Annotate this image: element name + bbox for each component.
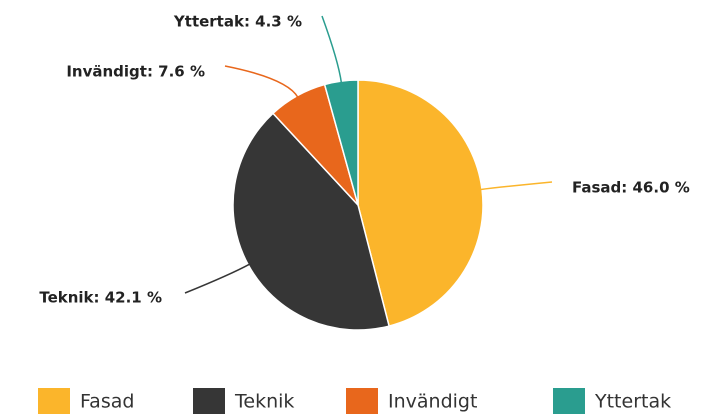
data-label: Fasad: 46.0 %	[572, 179, 690, 197]
legend-label: Teknik	[234, 391, 294, 413]
leader-line	[321, 15, 343, 84]
legend-swatch	[38, 388, 70, 414]
leader-line	[224, 65, 299, 98]
legend-swatch	[346, 388, 378, 414]
legend-swatch	[193, 388, 225, 414]
data-label: Invändigt: 7.6 %	[66, 63, 205, 81]
data-label: Yttertak: 4.3 %	[173, 13, 302, 31]
leader-line	[479, 181, 553, 191]
legend-label: Fasad	[80, 391, 134, 413]
legend-label: Invändigt	[388, 391, 477, 413]
legend-swatch	[553, 388, 585, 414]
data-label: Teknik: 42.1 %	[39, 289, 162, 307]
legend-label: Yttertak	[594, 391, 671, 413]
leader-line	[184, 263, 251, 294]
